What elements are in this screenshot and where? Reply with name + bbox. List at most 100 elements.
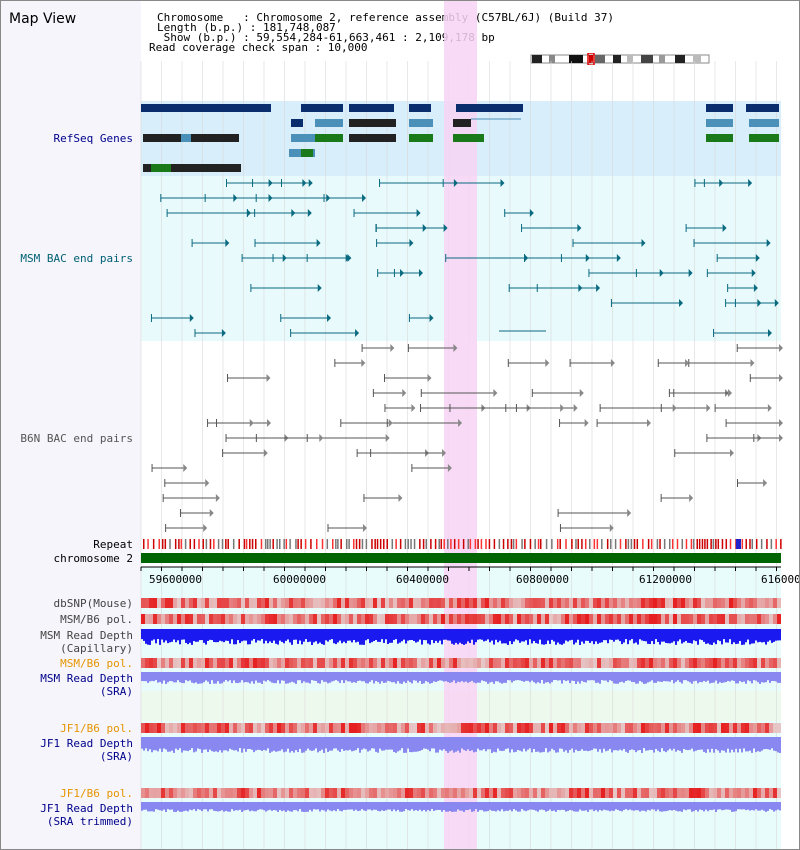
heat-cell [665,723,669,733]
track-label-refseq[interactable]: RefSeq Genes [53,132,133,145]
depth-bar [697,802,699,812]
depth-bar [695,737,697,751]
heat-cell [741,658,745,668]
track-label-msm-b6-pol-2[interactable]: MSM/B6 pol. [60,657,133,670]
depth-bar [245,629,247,641]
depth-bar [329,802,331,811]
depth-bar [529,672,531,683]
heat-cell [677,614,681,624]
depth-bar [351,802,353,810]
depth-bar [429,737,431,752]
depth-bar [313,629,315,643]
depth-bar [493,737,495,752]
heat-cell [305,723,309,733]
depth-bar [311,802,313,812]
bac-end-arrow [750,359,755,367]
heat-cell [665,598,669,608]
depth-bar [685,672,687,681]
track-label-dbsnp[interactable]: dbSNP(Mouse) [53,597,133,610]
gene-exon [349,104,394,112]
depth-bar [381,629,383,640]
depth-bar [367,737,369,752]
depth-bar [263,737,265,750]
bac-end-arrow [609,524,614,532]
heat-cell [329,788,333,798]
depth-bar [527,629,529,645]
heat-cell [713,723,717,733]
track-label-repeat[interactable]: Repeat [93,538,133,551]
heat-cell [401,598,405,608]
heat-cell [233,788,237,798]
track-label-jf1-b6-pol-2[interactable]: JF1/B6 pol. [60,787,133,800]
heat-cell [645,723,649,733]
heat-cell [365,614,369,624]
depth-bar [721,737,723,751]
depth-bar [219,629,221,641]
heat-cell [165,614,169,624]
depth-bar [197,802,199,810]
track-label-msm-bac[interactable]: MSM BAC end pairs [20,252,133,265]
heat-cell [153,658,157,668]
depth-bar [183,802,185,812]
heat-cell [477,788,481,798]
depth-bar [755,802,757,810]
depth-bar [211,672,213,681]
heat-cell [177,788,181,798]
track-label-b6n-bac[interactable]: B6N BAC end pairs [20,432,133,445]
heat-cell [285,598,289,608]
heat-cell [329,658,333,668]
track-label-jf1-b6-pol-1[interactable]: JF1/B6 pol. [60,722,133,735]
depth-bar [397,672,399,682]
heat-cell [369,658,373,668]
depth-bar [585,629,587,641]
depth-bar [775,737,777,752]
repeat-mark [775,539,777,549]
heat-cell [173,614,177,624]
depth-bar [279,629,281,641]
depth-bar [273,802,275,811]
chromosome-ideogram[interactable] [529,53,713,65]
heat-cell [397,788,401,798]
track-label-jf1-read-depth-sra-trimmed[interactable]: JF1 Read Depth (SRA trimmed) [40,802,133,828]
track-label-chromosome[interactable]: chromosome 2 [53,552,133,565]
heat-cell [697,614,701,624]
repeat-mark [659,539,661,549]
heat-cell [281,658,285,668]
depth-bar [521,802,523,810]
heat-cell [777,598,781,608]
depth-bar [419,802,421,810]
depth-bar [619,629,621,642]
repeat-mark [474,539,477,549]
heat-cell [149,658,153,668]
depth-bar [735,737,737,749]
track-label-msm-read-depth-sra[interactable]: MSM Read Depth (SRA) [40,672,133,698]
page-title: Map View [9,11,77,27]
gene-exon [315,119,343,127]
depth-bar [241,672,243,681]
depth-bar [419,672,421,681]
heat-cell [725,723,729,733]
depth-bar [665,629,667,643]
track-label-msm-read-depth-capillary[interactable]: MSM Read Depth (Capillary) [40,629,133,655]
depth-bar [671,737,673,751]
depth-bar [611,629,613,640]
depth-bar [269,802,271,810]
track-label-jf1-read-depth-sra[interactable]: JF1 Read Depth (SRA) [40,737,133,763]
depth-bar [503,672,505,683]
depth-bar [573,737,575,753]
heat-cell [421,723,425,733]
heat-cell [765,614,769,624]
track-label-msm-b6-pol-1[interactable]: MSM/B6 pol. [60,613,133,626]
depth-bar [483,629,485,642]
depth-bar [303,737,305,753]
heat-cell [749,723,753,733]
heat-cell [725,614,729,624]
depth-bar [599,737,601,750]
heat-cell [641,658,645,668]
depth-bar [301,802,303,812]
repeat-mark [676,539,679,549]
heat-cell [405,788,409,798]
heat-cell [333,723,337,733]
depth-bar [403,737,405,753]
